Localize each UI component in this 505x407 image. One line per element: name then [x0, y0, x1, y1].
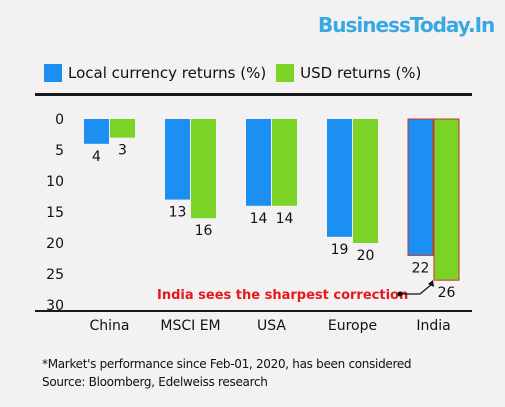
data-label-local: 19 — [331, 242, 349, 258]
y-tick-label: 10 — [46, 174, 64, 190]
x-tick-label: India — [416, 318, 450, 334]
footnote: *Market's performance since Feb-01, 2020… — [42, 355, 412, 391]
legend: Local currency returns (%) USD returns (… — [44, 59, 431, 87]
brand-logo: BusinessToday.In — [318, 13, 495, 37]
bar-local — [84, 119, 109, 144]
bar-local — [407, 118, 434, 256]
bar-usd — [353, 119, 378, 243]
x-tick-label: USA — [257, 318, 286, 334]
legend-swatch-usd — [276, 64, 295, 82]
footnote-note: *Market's performance since Feb-01, 2020… — [42, 357, 412, 371]
y-tick-label: 0 — [55, 112, 64, 128]
bar-local — [327, 119, 352, 237]
x-tick-label: China — [90, 318, 130, 334]
footnote-source: Source: Bloomberg, Edelweiss research — [42, 375, 268, 389]
x-tick-label: MSCI EM — [160, 318, 220, 334]
data-label-usd: 20 — [357, 248, 375, 264]
data-label-usd: 3 — [118, 143, 127, 159]
legend-label-usd: USD returns (%) — [300, 64, 422, 82]
bar-usd — [110, 119, 135, 138]
data-label-usd: 26 — [438, 285, 456, 301]
bar-usd — [272, 119, 297, 206]
y-tick-label: 5 — [55, 143, 64, 159]
bar-local — [246, 119, 271, 206]
data-label-local: 14 — [250, 211, 268, 227]
data-label-usd: 16 — [195, 223, 213, 239]
bar-usd — [191, 119, 216, 219]
annotation-arrowhead — [428, 280, 434, 287]
y-tick-label: 20 — [46, 236, 64, 252]
bar-local — [165, 119, 190, 200]
annotation-text: India sees the sharpest correction — [157, 288, 408, 303]
annotation-connector — [400, 283, 433, 295]
data-label-local: 13 — [169, 205, 187, 221]
y-tick-label: 25 — [46, 267, 64, 283]
legend-label-local: Local currency returns (%) — [68, 64, 267, 82]
header-divider — [35, 93, 472, 96]
bar-usd — [433, 118, 460, 281]
data-label-local: 4 — [92, 149, 101, 165]
legend-swatch-local — [44, 64, 62, 82]
data-label-local: 22 — [412, 260, 430, 276]
data-label-usd: 14 — [276, 211, 294, 227]
y-tick-label: 15 — [46, 205, 64, 221]
x-tick-label: Europe — [328, 318, 377, 334]
